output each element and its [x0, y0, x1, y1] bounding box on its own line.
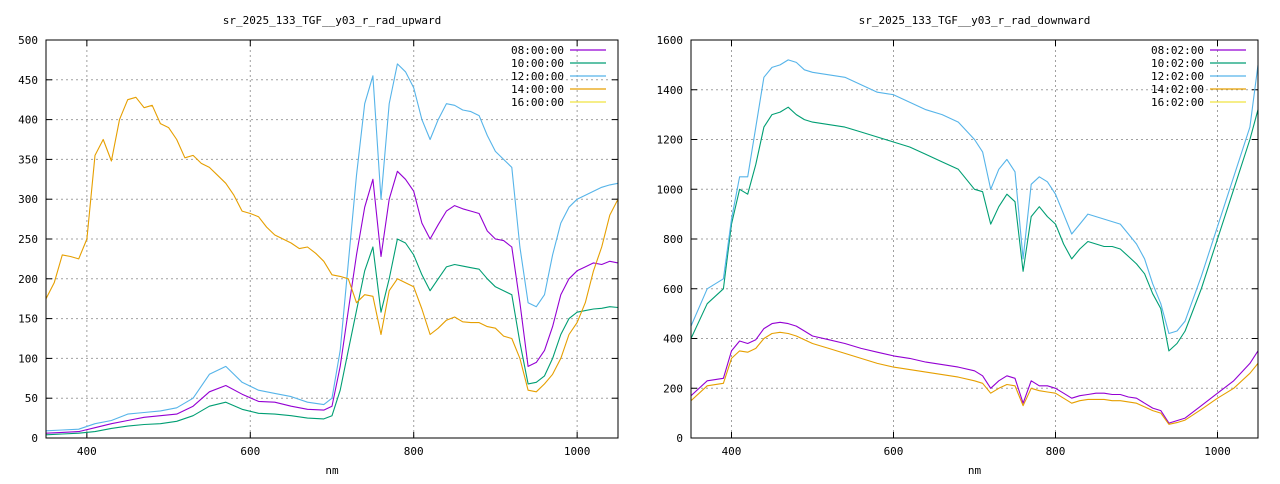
- y-tick-label: 1400: [657, 84, 684, 97]
- legend-label: 14:00:00: [511, 83, 564, 96]
- legend-label: 16:00:00: [511, 96, 564, 109]
- y-tick-label: 250: [18, 233, 38, 246]
- series-group: [46, 63, 618, 436]
- plot-frame: [45, 39, 619, 439]
- y-tick-label: 0: [676, 432, 683, 445]
- series-group: [691, 59, 1258, 425]
- y-tick-label: 200: [18, 273, 38, 286]
- x-tick-label: 600: [884, 445, 904, 458]
- legend-label: 08:00:00: [511, 44, 564, 57]
- y-tick-label: 400: [663, 333, 683, 346]
- y-tick-label: 1000: [657, 183, 684, 196]
- legend-label: 12:00:00: [511, 70, 564, 83]
- y-tick-label: 100: [18, 352, 38, 365]
- chart-panel-1: sr_2025_133_TGF__y03_r_rad_upward 400 600 8…: [18, 14, 619, 477]
- x-axis-label: nm: [325, 464, 339, 477]
- legend-label: 10:02:00: [1151, 57, 1204, 70]
- series-line-14:00:00: [46, 96, 618, 393]
- legend-label: 14:02:00: [1151, 83, 1204, 96]
- y-tick-label: 500: [18, 34, 38, 47]
- chart-title: sr_2025_133_TGF__y03_r_rad_downward: [859, 14, 1091, 27]
- y-tick-label: 150: [18, 313, 38, 326]
- series-line-10:00:00: [46, 238, 618, 436]
- series-line-10:02:00: [691, 106, 1258, 352]
- series-line-12:00:00: [46, 63, 618, 432]
- y-tick-label: 0: [31, 432, 38, 445]
- x-tick-label: 400: [77, 445, 97, 458]
- chart-title: sr_2025_133_TGF__y03_r_rad_upward: [223, 14, 442, 27]
- x-tick-label: 800: [1046, 445, 1066, 458]
- x-tick-label: 600: [240, 445, 260, 458]
- series-line-08:00:00: [46, 170, 618, 434]
- legend-label: 16:02:00: [1151, 96, 1204, 109]
- y-tick-label: 800: [663, 233, 683, 246]
- y-tick-label: 50: [25, 392, 38, 405]
- chart-panel-2: sr_2025_133_TGF__y03_r_rad_downward 400 60…: [657, 14, 1259, 477]
- x-tick-label: 1000: [564, 445, 591, 458]
- legend-label: 08:02:00: [1151, 44, 1204, 57]
- y-tick-label: 1200: [657, 134, 684, 147]
- x-tick-label: 400: [722, 445, 742, 458]
- series-line-14:02:00: [691, 331, 1258, 425]
- x-tick-label: 1000: [1204, 445, 1231, 458]
- y-tick-label: 300: [18, 193, 38, 206]
- y-tick-label: 400: [18, 114, 38, 127]
- x-axis-label: nm: [968, 464, 982, 477]
- series-line-08:02:00: [691, 321, 1258, 424]
- y-tick-label: 600: [663, 283, 683, 296]
- y-tick-label: 450: [18, 74, 38, 87]
- legend-label: 12:02:00: [1151, 70, 1204, 83]
- legend-label: 10:00:00: [511, 57, 564, 70]
- series-line-12:02:00: [691, 59, 1258, 335]
- plot-frame: [690, 39, 1259, 439]
- y-tick-label: 350: [18, 153, 38, 166]
- y-tick-label: 200: [663, 382, 683, 395]
- x-tick-label: 800: [404, 445, 424, 458]
- y-tick-label: 1600: [657, 34, 684, 47]
